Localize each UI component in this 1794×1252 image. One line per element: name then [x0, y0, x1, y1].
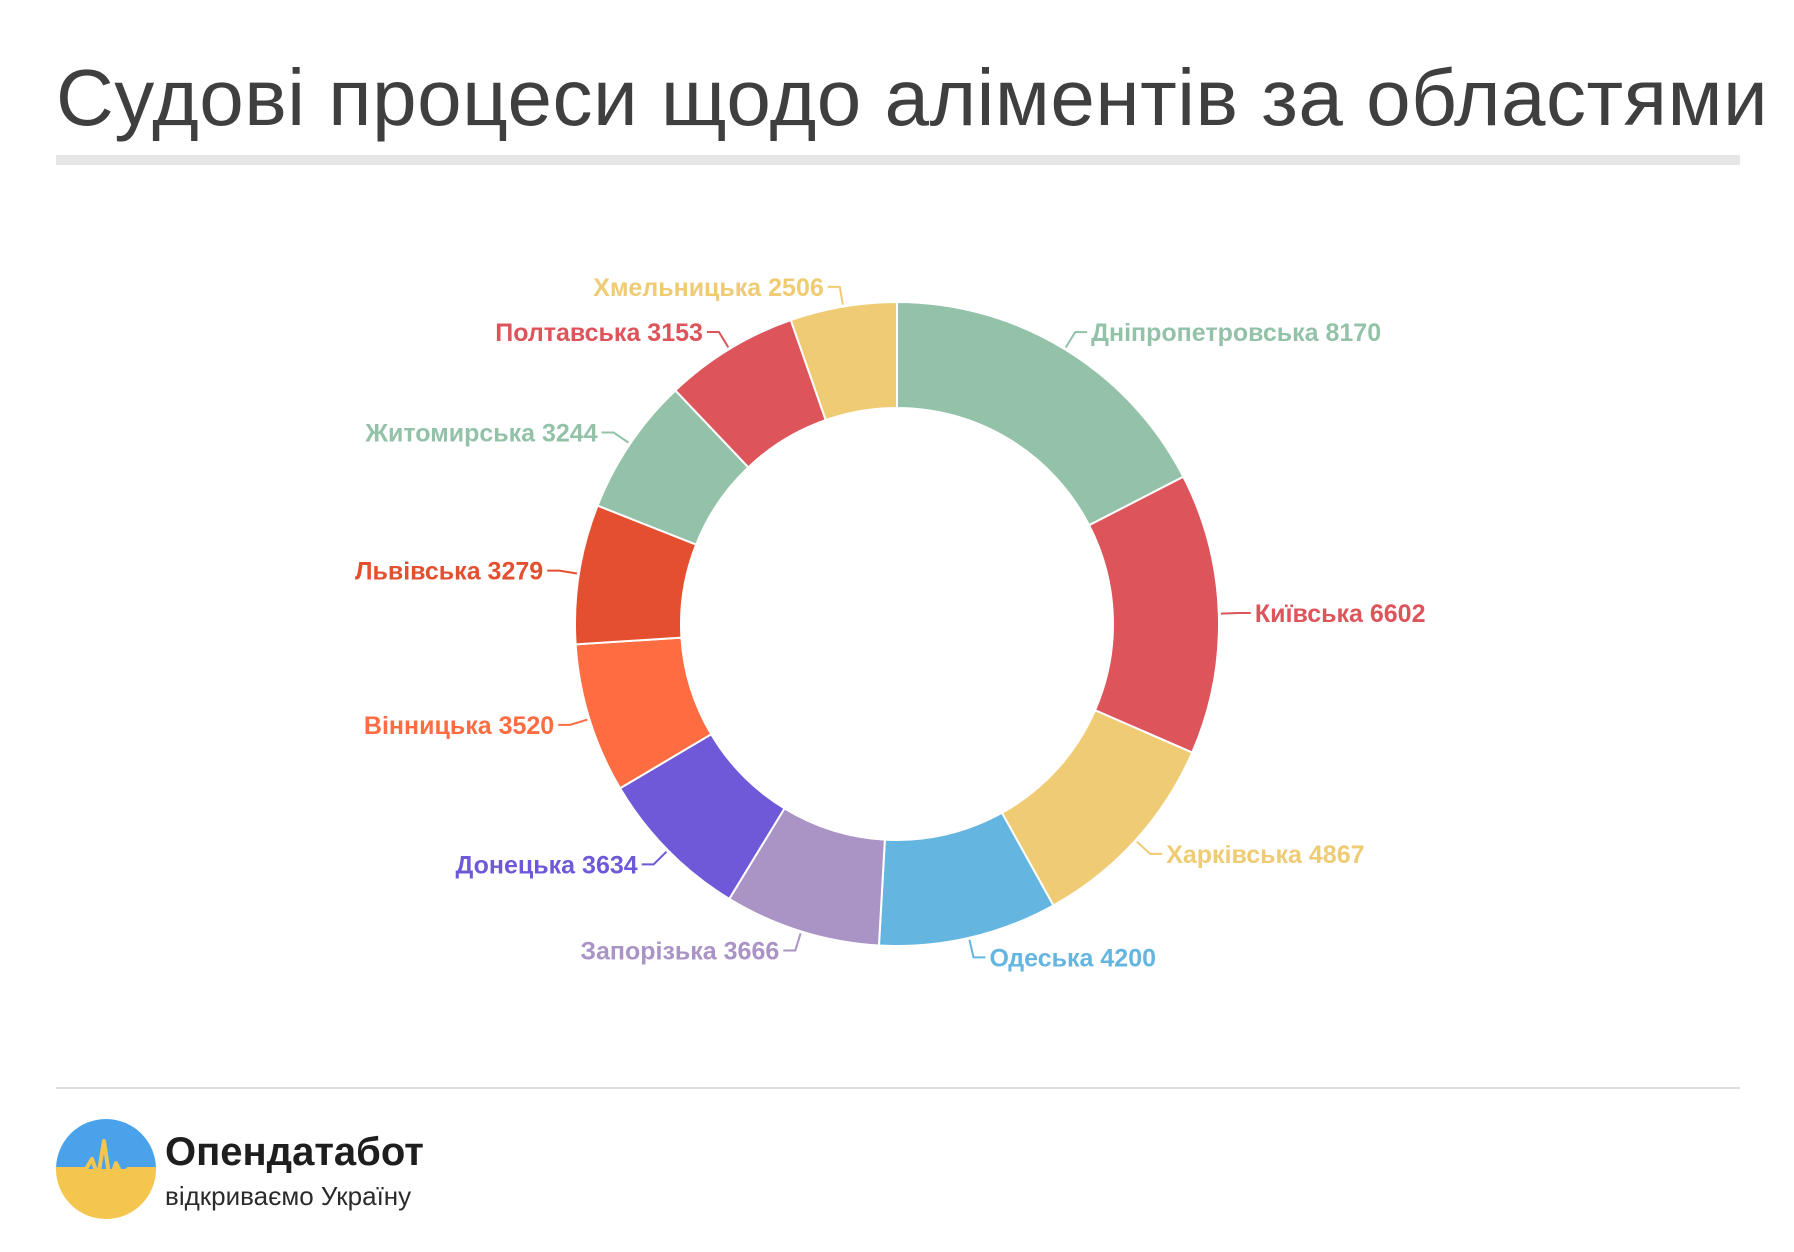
- leader-line: [641, 850, 668, 866]
- leader-line: [547, 569, 578, 575]
- slice-label: Полтавська 3153: [495, 319, 703, 347]
- leader-line: [706, 331, 730, 348]
- chart-title: Судові процеси щодо аліментів за областя…: [56, 53, 1769, 142]
- slice-label: Хмельницька 2506: [593, 274, 824, 302]
- leader-line: [1220, 612, 1251, 615]
- leader-line: [1136, 841, 1163, 855]
- footer-divider: [56, 1087, 1740, 1089]
- slice-label: Запорізька 3666: [580, 938, 779, 966]
- brand-name: Опендатабот: [165, 1130, 424, 1174]
- slice-label: Харківська 4867: [1166, 841, 1364, 869]
- slice-label: Вінницька 3520: [364, 712, 554, 740]
- brand-tagline: відкриваємо Україну: [165, 1181, 412, 1211]
- donut-chart: Дніпропетровська 8170 Київська 6602 Харків…: [355, 274, 1426, 973]
- donut-slice: [1087, 475, 1220, 754]
- leader-line: [827, 285, 844, 305]
- slice-label: Львівська 3279: [355, 558, 543, 586]
- slice-label: Донецька 3634: [456, 851, 638, 879]
- slice-label: Житомирська 3244: [364, 420, 597, 448]
- title-divider: [56, 155, 1740, 165]
- donut-slice: [789, 300, 898, 422]
- opendatabot-logo-icon: [56, 1119, 156, 1219]
- slice-label: Дніпропетровська 8170: [1091, 319, 1381, 347]
- leader-line: [558, 718, 588, 726]
- slice-label: Одеська 4200: [989, 944, 1156, 972]
- leader-line: [601, 431, 630, 444]
- leader-line: [1064, 331, 1088, 348]
- leader-line: [783, 933, 802, 952]
- slice-label: Київська 6602: [1255, 600, 1426, 628]
- leader-line: [968, 939, 986, 959]
